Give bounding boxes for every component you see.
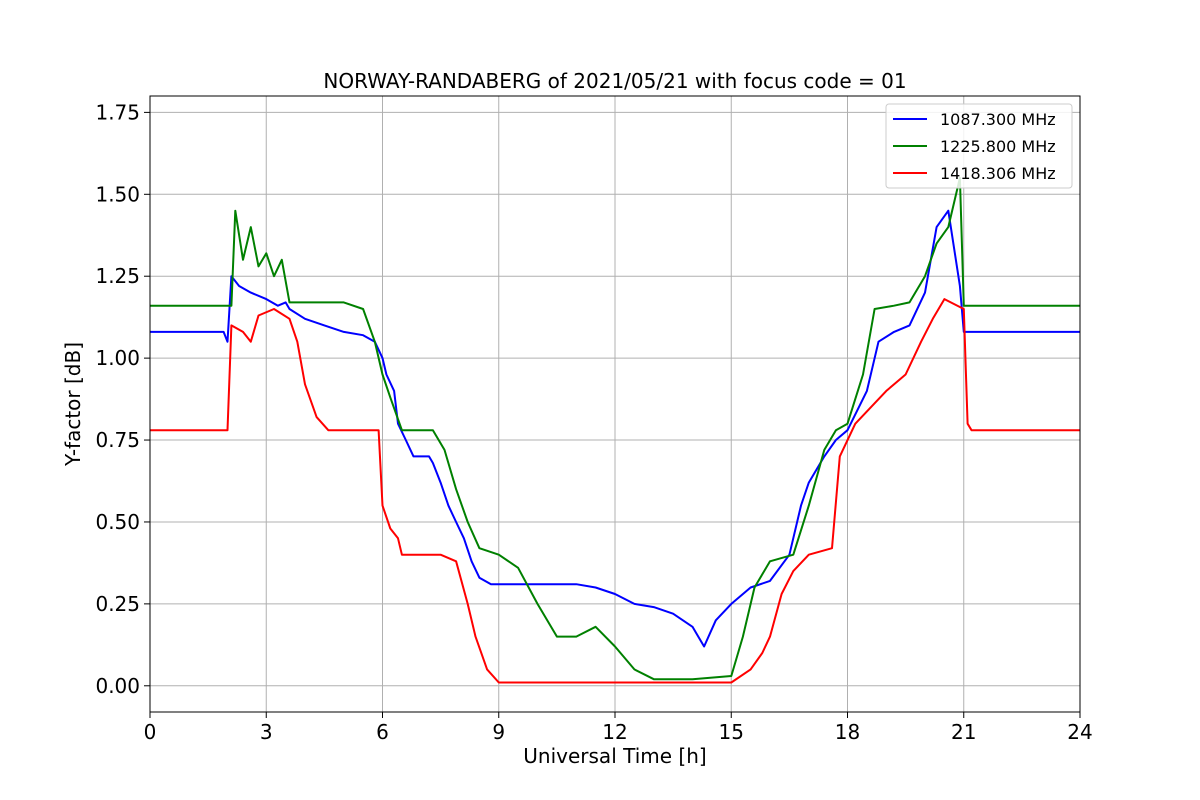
y-tick-label: 1.00 (95, 346, 140, 370)
y-axis-label: Y-factor [dB] (61, 342, 85, 467)
legend-label-1: 1225.800 MHz (940, 137, 1056, 156)
legend-label-2: 1418.306 MHz (940, 164, 1056, 183)
legend: 1087.300 MHz 1225.800 MHz 1418.306 MHz (885, 103, 1073, 189)
y-tick-label: 0.25 (95, 592, 140, 616)
y-axis-ticks: 0.00 0.25 0.50 0.75 1.00 1.25 1.50 1.75 (95, 100, 150, 698)
legend-label-0: 1087.300 MHz (940, 110, 1056, 129)
x-tick-label: 12 (602, 720, 627, 744)
x-tick-label: 24 (1067, 720, 1092, 744)
x-axis-ticks: 0 3 6 9 12 15 18 21 24 (144, 712, 1093, 744)
x-tick-label: 6 (376, 720, 389, 744)
x-tick-label: 9 (492, 720, 505, 744)
data-series (150, 176, 1080, 684)
y-tick-label: 1.25 (95, 264, 140, 288)
series-line-1 (150, 176, 1080, 681)
legend-box (885, 103, 1073, 189)
x-axis-label: Universal Time [h] (523, 744, 706, 768)
x-tick-label: 18 (835, 720, 860, 744)
x-tick-label: 3 (260, 720, 273, 744)
chart-title: NORWAY-RANDABERG of 2021/05/21 with focu… (323, 69, 906, 93)
y-tick-label: 0.75 (95, 428, 140, 452)
x-tick-label: 21 (951, 720, 976, 744)
y-tick-label: 0.50 (95, 510, 140, 534)
series-line-2 (150, 298, 1080, 684)
x-tick-label: 0 (144, 720, 157, 744)
y-tick-label: 1.75 (95, 100, 140, 124)
y-tick-label: 1.50 (95, 182, 140, 206)
series-line-0 (150, 209, 1080, 648)
y-tick-label: 0.00 (95, 674, 140, 698)
x-tick-label: 15 (719, 720, 744, 744)
